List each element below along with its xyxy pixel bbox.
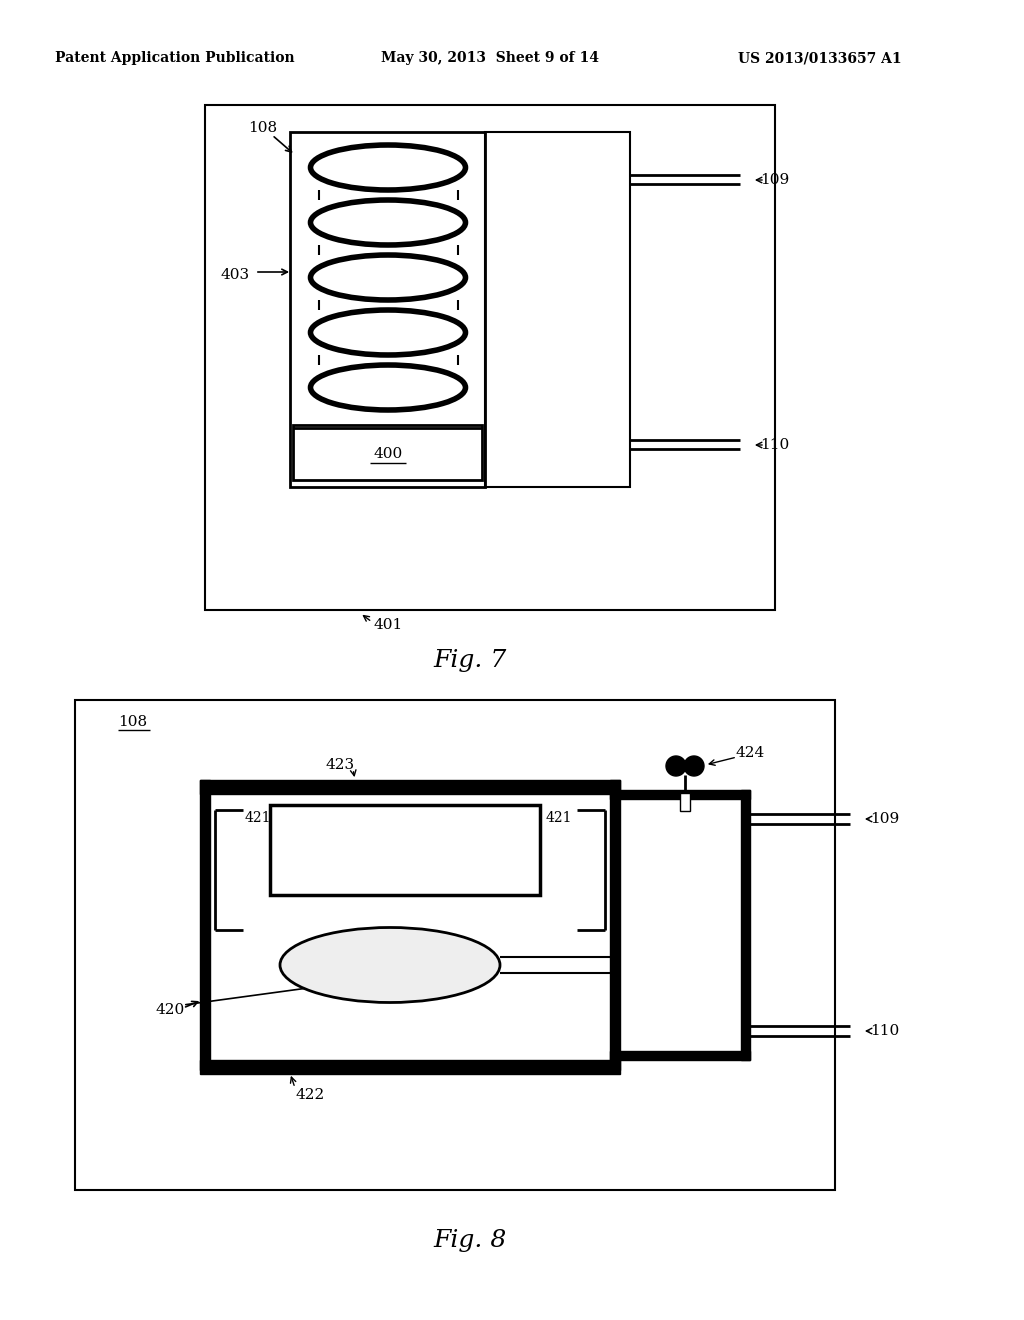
- Text: 424: 424: [735, 746, 765, 760]
- Text: 109: 109: [760, 173, 790, 187]
- Ellipse shape: [280, 928, 500, 1002]
- Text: 420: 420: [156, 1003, 184, 1016]
- Bar: [270, 805, 540, 895]
- Ellipse shape: [310, 145, 466, 190]
- Bar: [610, 789, 750, 1060]
- Text: 422: 422: [295, 1088, 325, 1102]
- Text: 428: 428: [390, 843, 420, 857]
- Text: 423: 423: [326, 758, 354, 772]
- Bar: [485, 132, 630, 487]
- Text: 110: 110: [760, 438, 790, 451]
- Ellipse shape: [310, 255, 466, 300]
- Text: US 2013/0133657 A1: US 2013/0133657 A1: [738, 51, 902, 65]
- Text: May 30, 2013  Sheet 9 of 14: May 30, 2013 Sheet 9 of 14: [381, 51, 599, 65]
- Text: 403: 403: [220, 268, 250, 282]
- Bar: [610, 780, 620, 1071]
- Circle shape: [666, 756, 686, 776]
- Text: 402: 402: [420, 268, 446, 282]
- Bar: [293, 425, 482, 480]
- Bar: [200, 1060, 620, 1074]
- Text: 108: 108: [248, 121, 278, 135]
- Text: Patent Application Publication: Patent Application Publication: [55, 51, 295, 65]
- Bar: [741, 789, 750, 1060]
- Text: 110: 110: [870, 1024, 899, 1038]
- Bar: [210, 789, 610, 1060]
- Circle shape: [684, 756, 705, 776]
- Bar: [205, 106, 775, 610]
- Text: Fig. 7: Fig. 7: [433, 648, 507, 672]
- Text: 109: 109: [870, 812, 899, 826]
- Ellipse shape: [310, 201, 466, 246]
- Text: 108: 108: [118, 715, 147, 729]
- Bar: [290, 132, 485, 487]
- Ellipse shape: [310, 366, 466, 411]
- Bar: [610, 789, 750, 799]
- Text: 400: 400: [374, 447, 402, 462]
- Text: 421: 421: [546, 810, 572, 825]
- Bar: [610, 1051, 750, 1060]
- Bar: [200, 780, 210, 1071]
- Text: 425: 425: [376, 958, 404, 972]
- Bar: [75, 700, 835, 1191]
- Text: 421: 421: [245, 810, 271, 825]
- Text: Fig. 8: Fig. 8: [433, 1229, 507, 1251]
- Bar: [200, 780, 620, 795]
- Text: 401: 401: [374, 618, 402, 632]
- Bar: [680, 793, 690, 810]
- Ellipse shape: [310, 310, 466, 355]
